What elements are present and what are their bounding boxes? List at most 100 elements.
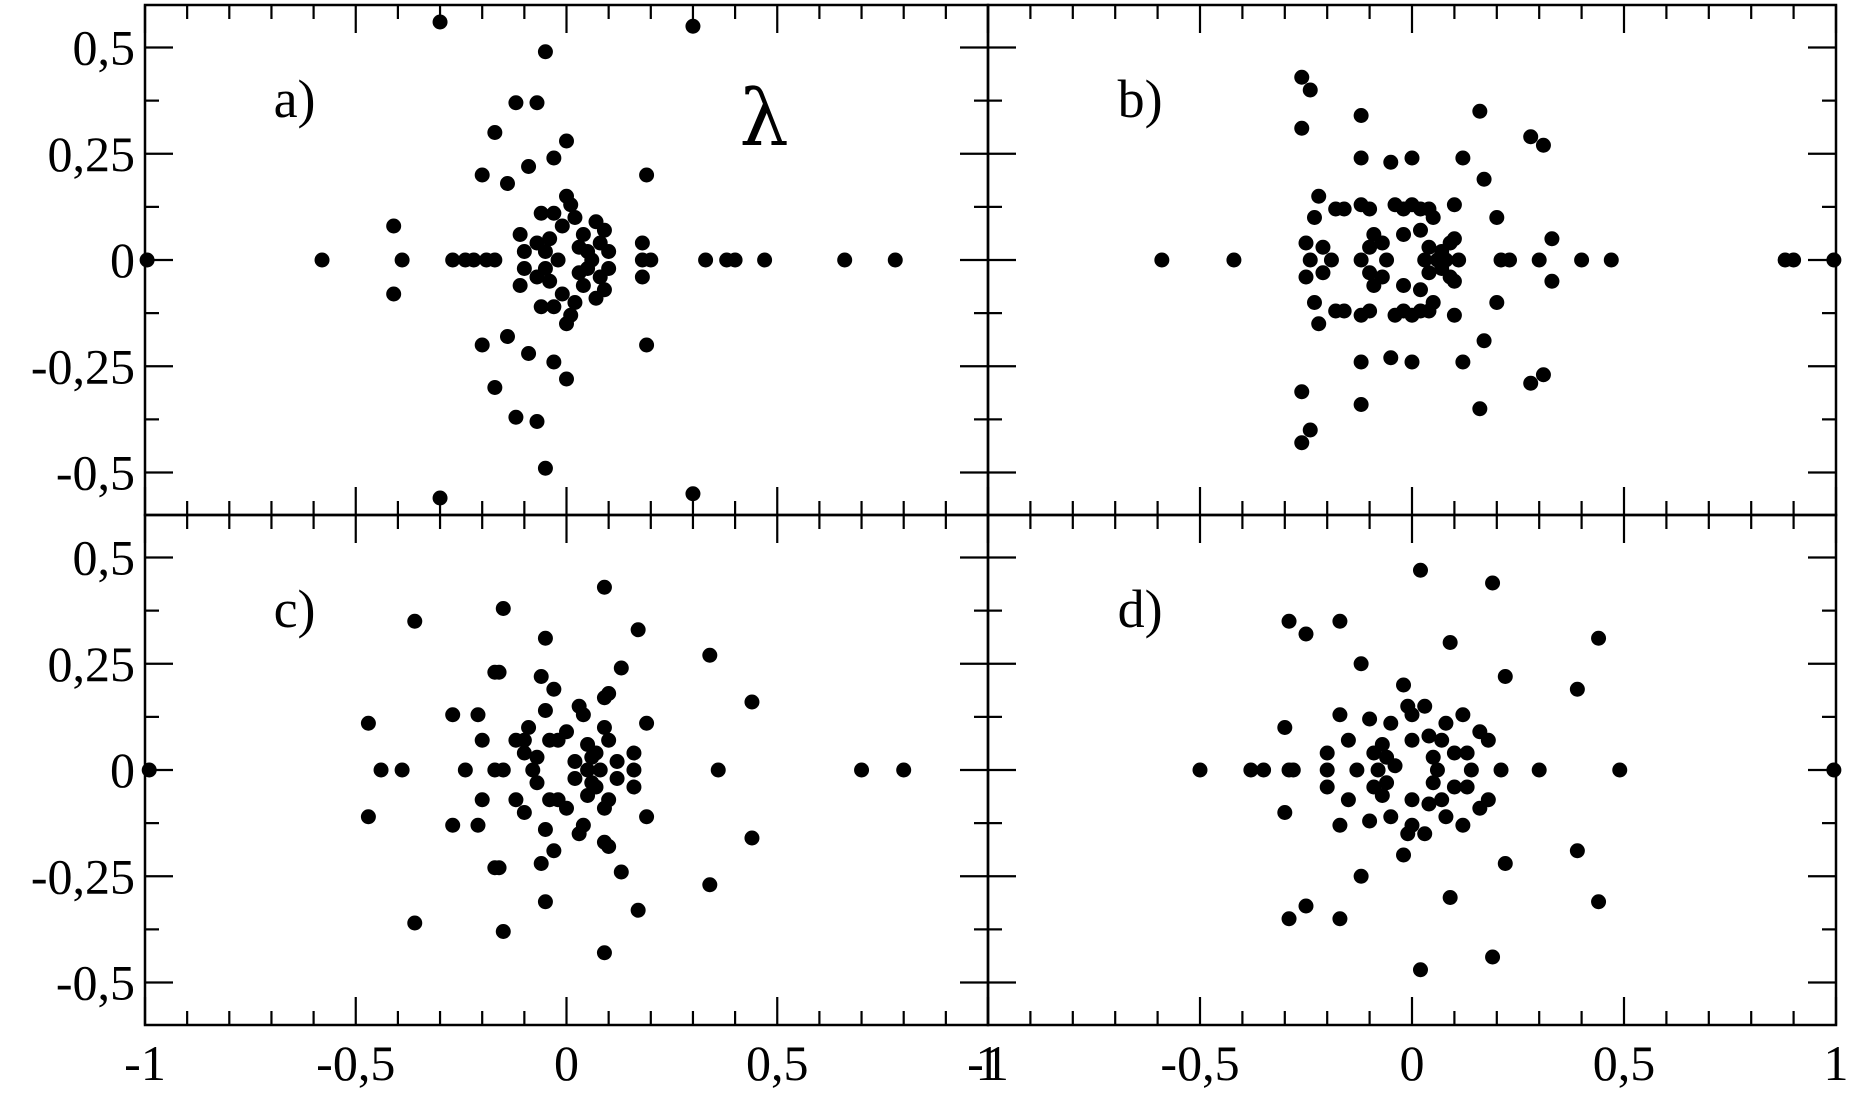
data-point (1294, 384, 1310, 400)
data-point (1192, 762, 1208, 778)
data-point (314, 252, 330, 268)
data-point (1353, 108, 1369, 123)
data-point (1826, 762, 1842, 778)
data-point (1476, 171, 1492, 187)
x-tick-label: -0,5 (316, 1035, 395, 1091)
data-point (495, 924, 511, 939)
data-point (1480, 732, 1496, 748)
data-point (1502, 252, 1518, 268)
data-point (1332, 817, 1348, 833)
data-point (634, 269, 650, 285)
data-point (1438, 715, 1454, 731)
data-point (516, 244, 532, 259)
data-point (609, 771, 625, 786)
data-point (685, 18, 701, 34)
data-point (698, 252, 714, 268)
data-point (596, 579, 612, 595)
data-point (559, 724, 574, 740)
data-point (139, 252, 155, 268)
data-point (1404, 817, 1420, 833)
data-point (639, 809, 655, 825)
x-tick-label: 0 (1400, 1035, 1425, 1091)
data-point (1523, 129, 1539, 145)
data-point (1603, 252, 1619, 268)
data-point (487, 252, 503, 268)
data-point (1417, 252, 1433, 268)
data-point (1485, 949, 1501, 965)
data-point (445, 707, 461, 723)
data-point (1340, 792, 1356, 808)
data-point (516, 261, 532, 276)
data-point (601, 261, 617, 276)
data-point (1306, 210, 1322, 225)
data-point (1277, 805, 1293, 820)
data-point (1387, 758, 1403, 774)
data-point (1362, 265, 1378, 281)
data-point (702, 647, 718, 663)
x-tick-label: 0,5 (1593, 1035, 1656, 1091)
data-point (575, 817, 591, 833)
data-point (407, 613, 423, 629)
data-point (1826, 252, 1842, 268)
data-point (474, 167, 490, 183)
data-point (744, 830, 760, 846)
data-point (457, 762, 473, 778)
data-point (601, 839, 617, 854)
data-point (529, 775, 545, 791)
data-point (360, 715, 376, 731)
data-point (537, 703, 553, 718)
data-point (432, 14, 448, 30)
x-tick-label: 1 (976, 1035, 1001, 1091)
data-point (537, 460, 553, 476)
data-point (542, 273, 558, 289)
data-point (1362, 239, 1378, 255)
data-point (559, 371, 574, 387)
x-tick-label: 0,5 (746, 1035, 809, 1091)
data-point (537, 894, 553, 910)
data-point (601, 244, 617, 259)
data-point (1544, 273, 1560, 289)
data-point (1485, 575, 1501, 591)
data-point (1319, 779, 1335, 795)
data-point (1298, 235, 1314, 251)
data-point (559, 133, 574, 149)
data-point (521, 159, 537, 174)
data-point (575, 278, 591, 293)
panel-frame (143, 3, 990, 517)
data-point (1383, 154, 1399, 170)
y-tick-label: 0,5 (73, 20, 136, 76)
data-point (567, 295, 583, 310)
data-point (1459, 745, 1475, 761)
data-point (508, 792, 524, 808)
data-point (630, 902, 646, 918)
data-point (630, 622, 646, 638)
data-point (626, 745, 642, 761)
data-point (1438, 809, 1454, 825)
data-point (491, 860, 507, 876)
data-point (1531, 252, 1547, 268)
data-point (1421, 728, 1437, 744)
panel-label: b) (1118, 69, 1163, 129)
data-point (1154, 252, 1170, 268)
data-point (554, 286, 570, 302)
labels-layer: a) -0,5 -0,25 0 0,25 0,5 b) c) -0,5 -0,25 0 0,25 0,5… (31, 20, 1849, 1092)
data-point (1294, 69, 1310, 85)
data-point (1370, 762, 1386, 778)
data-point (1446, 231, 1462, 247)
y-tick-label: 0 (110, 232, 135, 288)
data-point (1285, 762, 1301, 778)
data-point (1535, 367, 1551, 383)
data-point (394, 762, 410, 778)
data-point (1374, 788, 1390, 803)
data-point (1446, 745, 1462, 761)
data-point (512, 278, 528, 293)
data-point (1612, 762, 1628, 778)
data-point (575, 227, 591, 242)
data-point (567, 210, 583, 225)
data-point (1396, 677, 1412, 693)
data-point (757, 252, 773, 268)
data-point (588, 745, 604, 761)
data-point (546, 843, 562, 859)
x-tick-label: -0,5 (1160, 1035, 1239, 1091)
data-point (386, 218, 402, 234)
